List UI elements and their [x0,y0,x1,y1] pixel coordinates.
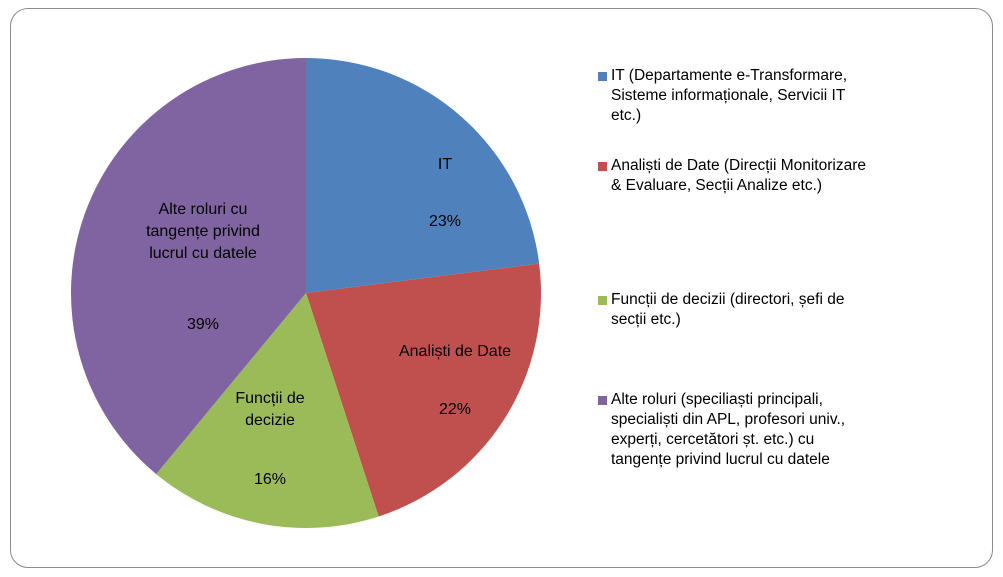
legend-item: Funcții de decizii (directori, șefi de s… [598,290,866,330]
slice-label: Funcții de decizie [235,390,305,429]
legend-swatch [598,396,607,405]
chart-frame [10,8,993,568]
slice-value-label: 16% [253,471,287,488]
legend-item: Alte roluri (speciliaști principali, spe… [598,390,866,470]
legend-label: IT (Departamente e-Transformare, Sisteme… [611,67,848,124]
legend-swatch [598,72,607,81]
legend-label: Alte roluri (speciliaști principali, spe… [611,391,846,468]
slice-label: Analiști de Date [398,343,512,360]
legend-label: Funcții de decizii (directori, șefi de s… [611,291,845,328]
legend-swatch [598,296,607,305]
slice-value-label: 23% [428,213,462,230]
pie-slice [156,293,379,529]
legend-swatch [598,162,607,171]
slice-value-label: 22% [438,401,472,418]
slice-label: IT [437,156,453,173]
pie-slice [71,58,307,475]
legend-item: IT (Departamente e-Transformare, Sisteme… [598,66,866,126]
pie-slice [306,263,541,517]
slice-label: Alte roluri cu tangențe privind lucrul c… [146,201,260,262]
pie-slice [306,58,540,293]
legend-label: Analiști de Date (Direcții Monitorizare … [611,157,866,194]
slice-value-label: 39% [186,316,220,333]
legend-item: Analiști de Date (Direcții Monitorizare … [598,156,866,196]
